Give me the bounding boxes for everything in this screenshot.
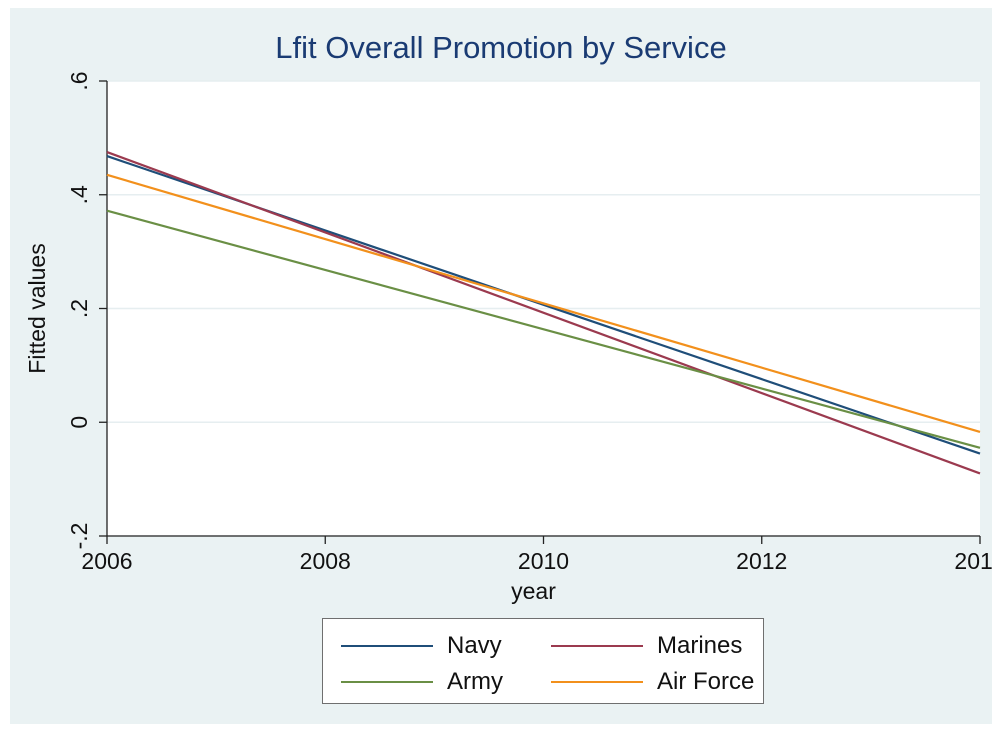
legend-label-air-force: Air Force — [657, 668, 755, 695]
y-tick-label-0: -.2 — [66, 523, 92, 550]
legend-item-army: Army — [341, 667, 503, 697]
series-line-air-force — [106, 173, 981, 433]
plot-svg: -.2 0 .2 .4 .6 2006 2008 2010 2012 2014 year Fitted… — [24, 71, 992, 604]
legend-item-marines: Marines — [551, 631, 742, 661]
y-tick-label-4: .6 — [66, 71, 92, 90]
legend-swatch-army — [341, 681, 433, 683]
chart-title: Lfit Overall Promotion by Service — [275, 30, 727, 65]
legend-item-navy: Navy — [341, 631, 502, 661]
chart-figure: -.2 0 .2 .4 .6 2006 2008 2010 2012 2014 year Fitted… — [10, 8, 992, 724]
x-tick-label-3: 2012 — [736, 548, 787, 574]
legend-swatch-navy — [341, 645, 433, 647]
x-tick-label-1: 2008 — [300, 548, 351, 574]
legend-label-navy: Navy — [447, 632, 502, 659]
x-axis-label: year — [511, 578, 556, 604]
legend-label-marines: Marines — [657, 632, 743, 659]
legend: Navy Marines Army Air Force — [322, 618, 764, 704]
y-axis-label: Fitted values — [24, 243, 50, 373]
legend-item-air-force: Air Force — [551, 667, 754, 697]
x-tick-label-0: 2006 — [81, 548, 132, 574]
legend-label-army: Army — [447, 668, 503, 695]
series-line-army — [106, 209, 981, 449]
legend-swatch-air-force — [551, 681, 643, 683]
y-tick-label-3: .4 — [66, 185, 92, 204]
x-tick-label-4: 2014 — [954, 548, 992, 574]
series-line-marines — [106, 151, 981, 475]
x-tick-label-2: 2010 — [518, 548, 569, 574]
y-tick-label-2: .2 — [66, 299, 92, 318]
legend-swatch-marines — [551, 645, 643, 647]
y-tick-label-1: 0 — [66, 416, 92, 429]
